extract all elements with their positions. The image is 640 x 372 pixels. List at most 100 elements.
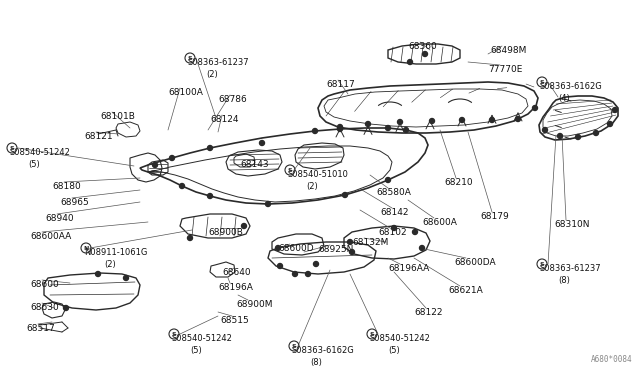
- Text: 68179: 68179: [480, 212, 509, 221]
- Circle shape: [557, 134, 563, 138]
- Circle shape: [241, 224, 246, 228]
- Circle shape: [532, 106, 538, 110]
- Text: 68640: 68640: [222, 268, 251, 277]
- Circle shape: [305, 272, 310, 276]
- Text: S: S: [370, 331, 374, 337]
- Circle shape: [612, 108, 618, 112]
- Circle shape: [342, 192, 348, 198]
- Text: 68630: 68630: [30, 303, 59, 312]
- Text: (2): (2): [104, 260, 116, 269]
- Text: (2): (2): [206, 70, 218, 79]
- Text: S: S: [540, 262, 544, 266]
- Circle shape: [575, 135, 580, 140]
- Text: 68965: 68965: [60, 198, 89, 207]
- Circle shape: [337, 125, 342, 129]
- Circle shape: [543, 128, 547, 132]
- Text: 68600AA: 68600AA: [30, 232, 71, 241]
- Text: 68100A: 68100A: [168, 88, 203, 97]
- Circle shape: [365, 122, 371, 126]
- Circle shape: [349, 250, 355, 254]
- Text: S08363-6162G: S08363-6162G: [540, 82, 603, 91]
- Text: 68210: 68210: [444, 178, 472, 187]
- Circle shape: [312, 128, 317, 134]
- Circle shape: [170, 155, 175, 160]
- Text: 68117: 68117: [326, 80, 355, 89]
- Text: 68102: 68102: [378, 228, 406, 237]
- Text: 68600D: 68600D: [278, 244, 314, 253]
- Circle shape: [607, 122, 612, 126]
- Text: S: S: [540, 80, 544, 84]
- Circle shape: [348, 240, 353, 244]
- Text: (5): (5): [388, 346, 400, 355]
- Circle shape: [278, 263, 282, 269]
- Text: 68925N: 68925N: [318, 245, 353, 254]
- Text: (4): (4): [558, 94, 570, 103]
- Text: 77770E: 77770E: [488, 65, 522, 74]
- Text: S: S: [292, 343, 296, 349]
- Circle shape: [397, 119, 403, 125]
- Text: 68196AA: 68196AA: [388, 264, 429, 273]
- Text: S: S: [288, 167, 292, 173]
- Text: 68310N: 68310N: [554, 220, 589, 229]
- Text: 68142: 68142: [380, 208, 408, 217]
- Text: 68124: 68124: [210, 115, 239, 124]
- Circle shape: [419, 246, 424, 250]
- Circle shape: [179, 183, 184, 189]
- Text: S08540-51010: S08540-51010: [288, 170, 349, 179]
- Text: (8): (8): [310, 358, 322, 367]
- Text: 68600A: 68600A: [422, 218, 457, 227]
- Text: A680*0084: A680*0084: [590, 355, 632, 364]
- Text: 68600DA: 68600DA: [454, 258, 495, 267]
- Text: 68900B: 68900B: [208, 228, 243, 237]
- Text: 68122: 68122: [414, 308, 442, 317]
- Text: 68196A: 68196A: [218, 283, 253, 292]
- Circle shape: [408, 60, 413, 64]
- Text: (5): (5): [190, 346, 202, 355]
- Text: 68515: 68515: [220, 316, 249, 325]
- Text: S: S: [172, 331, 176, 337]
- Text: (5): (5): [28, 160, 40, 169]
- Circle shape: [188, 235, 193, 241]
- Text: S08540-51242: S08540-51242: [10, 148, 71, 157]
- Circle shape: [385, 177, 390, 183]
- Text: 68517: 68517: [26, 324, 55, 333]
- Text: N08911-1061G: N08911-1061G: [84, 248, 147, 257]
- Text: 68786: 68786: [218, 95, 247, 104]
- Text: S: S: [188, 55, 192, 61]
- Circle shape: [490, 118, 495, 122]
- Text: S08363-61237: S08363-61237: [540, 264, 602, 273]
- Circle shape: [429, 119, 435, 124]
- Text: S08540-51242: S08540-51242: [172, 334, 233, 343]
- Circle shape: [392, 225, 397, 231]
- Circle shape: [385, 125, 390, 131]
- Circle shape: [403, 128, 408, 132]
- Text: 68180: 68180: [52, 182, 81, 191]
- Circle shape: [422, 51, 428, 57]
- Text: 68101B: 68101B: [100, 112, 135, 121]
- Text: 68360: 68360: [408, 42, 436, 51]
- Circle shape: [63, 305, 68, 311]
- Text: (2): (2): [306, 182, 317, 191]
- Circle shape: [259, 141, 264, 145]
- Circle shape: [266, 202, 271, 206]
- Text: 68121: 68121: [84, 132, 113, 141]
- Circle shape: [593, 131, 598, 135]
- Circle shape: [152, 163, 157, 167]
- Circle shape: [515, 116, 520, 122]
- Text: S08363-61237: S08363-61237: [188, 58, 250, 67]
- Text: 68498M: 68498M: [490, 46, 526, 55]
- Circle shape: [413, 230, 417, 234]
- Text: N: N: [83, 246, 89, 250]
- Circle shape: [337, 126, 342, 131]
- Text: 68900M: 68900M: [236, 300, 273, 309]
- Circle shape: [292, 272, 298, 276]
- Text: 68143: 68143: [240, 160, 269, 169]
- Text: S08540-51242: S08540-51242: [370, 334, 431, 343]
- Text: 68621A: 68621A: [448, 286, 483, 295]
- Text: S08363-6162G: S08363-6162G: [292, 346, 355, 355]
- Circle shape: [207, 193, 212, 199]
- Text: 68940: 68940: [45, 214, 74, 223]
- Text: 68132M: 68132M: [352, 238, 388, 247]
- Text: S: S: [10, 145, 14, 151]
- Circle shape: [314, 262, 319, 266]
